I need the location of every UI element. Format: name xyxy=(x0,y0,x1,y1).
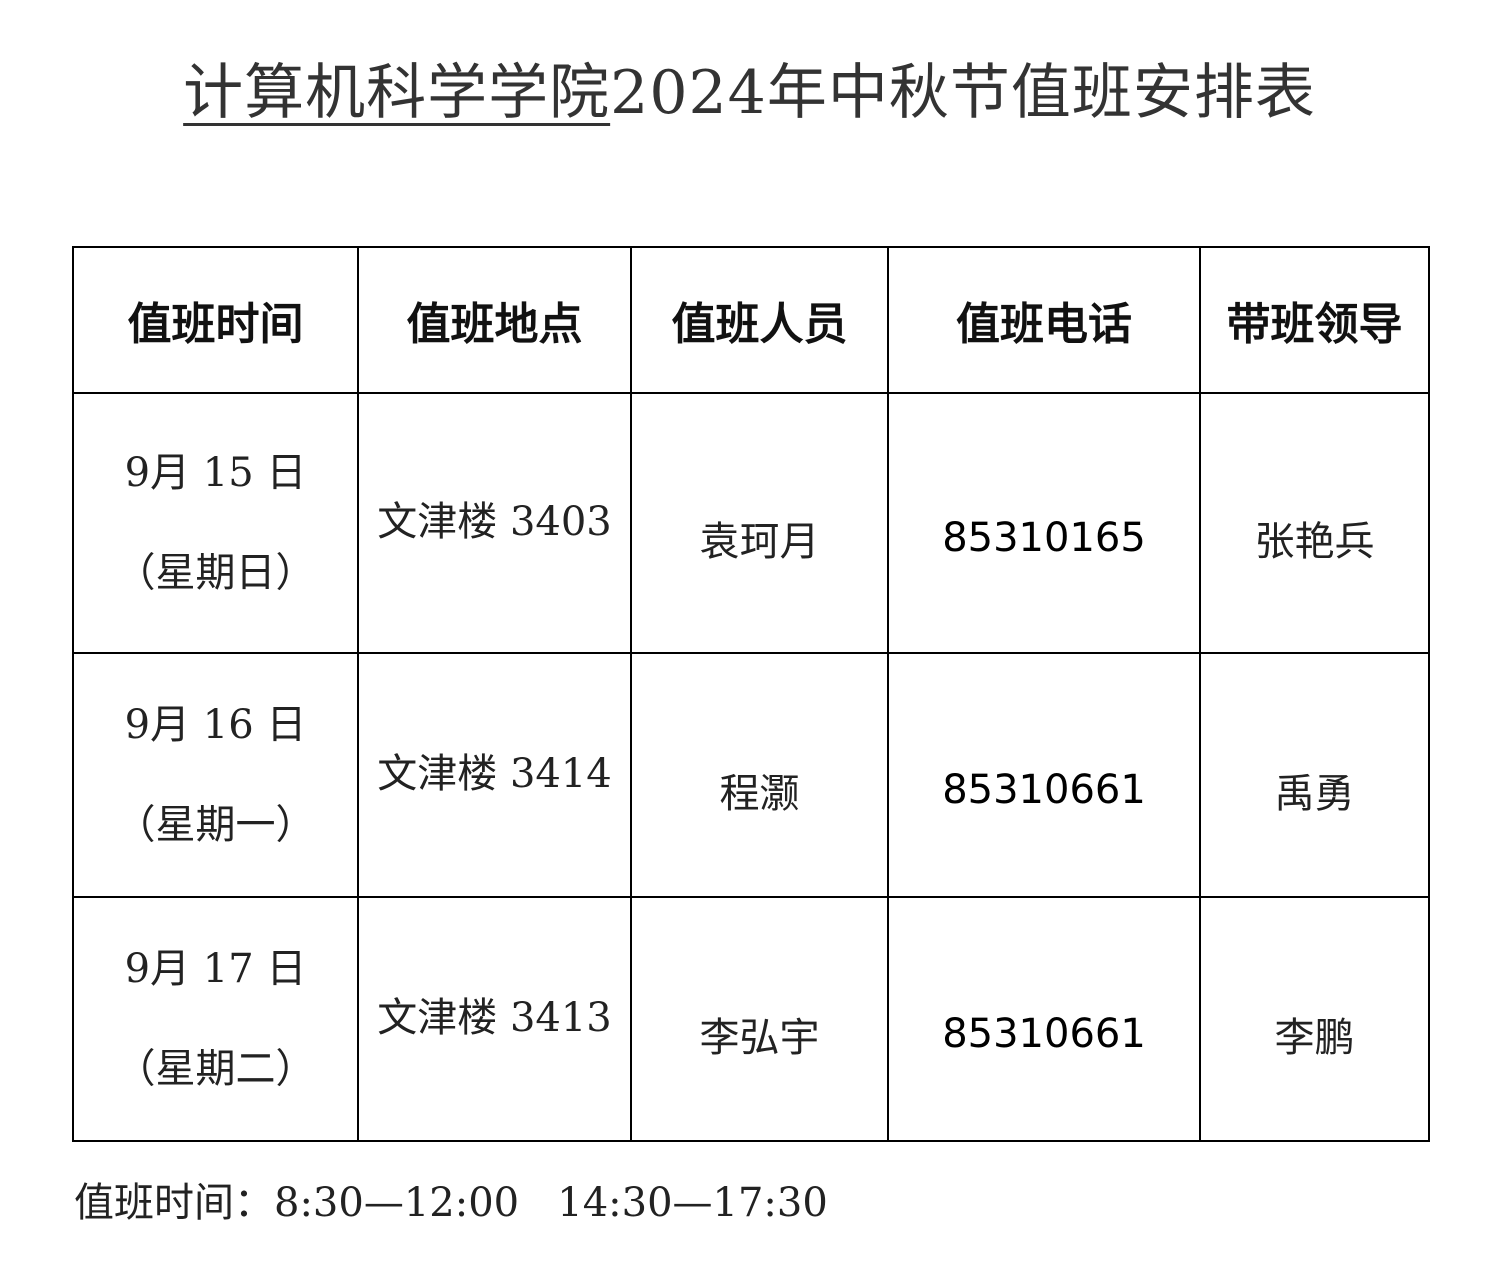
cell-date: 9月 17 日 （星期二） xyxy=(72,896,359,1142)
table-header-row: 值班时间 值班地点 值班人员 值班电话 带班领导 xyxy=(72,246,1430,394)
table-row: 9月 17 日 （星期二） 文津楼 3413 李弘宇 85310661 李鹏 xyxy=(72,896,1430,1142)
header-staff: 值班人员 xyxy=(630,246,889,394)
header-leader: 带班领导 xyxy=(1199,246,1430,394)
weekday-text: （星期日） xyxy=(115,550,316,596)
weekday-text: （星期二） xyxy=(115,1046,316,1092)
cell-phone: 85310661 xyxy=(887,652,1201,898)
cell-leader: 李鹏 xyxy=(1199,896,1430,1142)
date-text: 9月 16 日 xyxy=(124,702,307,748)
duty-hours-note: 值班时间：8:30—12:00 14:30—17:30 xyxy=(74,1170,828,1228)
header-phone: 值班电话 xyxy=(887,246,1201,394)
title-college: 计算机科学学院 xyxy=(183,58,611,128)
table-row: 9月 15 日 （星期日） 文津楼 3403 袁珂月 85310165 张艳兵 xyxy=(72,392,1430,654)
title-rest: 2024年中秋节值班安排表 xyxy=(610,58,1316,128)
cell-leader: 张艳兵 xyxy=(1199,392,1430,654)
duty-schedule-table: 值班时间 值班地点 值班人员 值班电话 带班领导 9月 15 日 （星期日） 文津… xyxy=(72,246,1430,1142)
cell-staff: 袁珂月 xyxy=(630,392,889,654)
duty-hours-value: 8:30—12:00 14:30—17:30 xyxy=(274,1180,828,1226)
page-title: 计算机科学学院2024年中秋节值班安排表 xyxy=(0,44,1499,131)
cell-location: 文津楼 3413 xyxy=(357,896,632,1142)
cell-location: 文津楼 3403 xyxy=(357,392,632,654)
cell-phone: 85310661 xyxy=(887,896,1201,1142)
cell-date: 9月 16 日 （星期一） xyxy=(72,652,359,898)
header-location: 值班地点 xyxy=(357,246,632,394)
duty-hours-label: 值班时间： xyxy=(74,1180,274,1226)
cell-staff: 程灏 xyxy=(630,652,889,898)
cell-location: 文津楼 3414 xyxy=(357,652,632,898)
header-time: 值班时间 xyxy=(72,246,359,394)
date-text: 9月 17 日 xyxy=(124,946,307,992)
date-text: 9月 15 日 xyxy=(124,450,307,496)
cell-date: 9月 15 日 （星期日） xyxy=(72,392,359,654)
weekday-text: （星期一） xyxy=(115,802,316,848)
table-row: 9月 16 日 （星期一） 文津楼 3414 程灏 85310661 禹勇 xyxy=(72,652,1430,898)
cell-leader: 禹勇 xyxy=(1199,652,1430,898)
cell-staff: 李弘宇 xyxy=(630,896,889,1142)
cell-phone: 85310165 xyxy=(887,392,1201,654)
